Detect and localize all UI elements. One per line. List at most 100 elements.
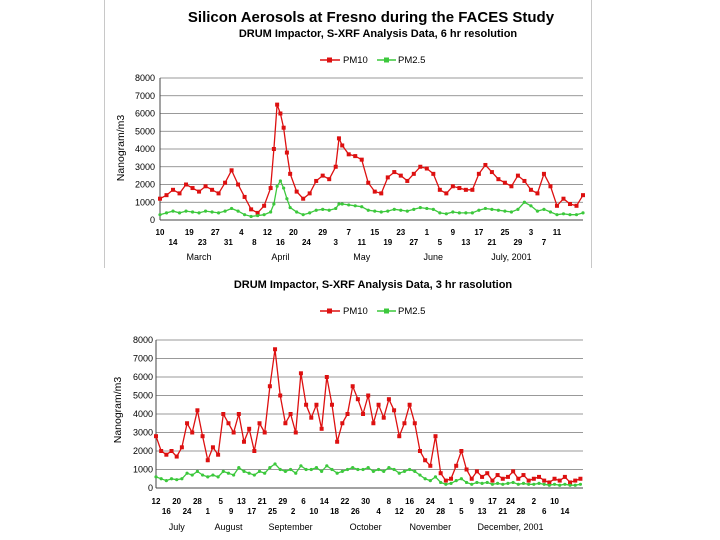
chart1-ytick-label: 7000: [135, 91, 155, 101]
chart2-point-pm10: [469, 476, 474, 481]
chart2-point-pm25: [206, 475, 210, 479]
chart2-point-pm25: [470, 482, 474, 486]
chart2-point-pm10: [485, 471, 490, 476]
chart2-point-pm10: [262, 430, 267, 435]
chart2-point-pm25: [563, 482, 567, 486]
chart1-point-pm25: [522, 200, 527, 204]
chart1-point-pm10: [294, 189, 299, 194]
chart1-xtick-label: 11: [358, 238, 367, 247]
chart1-point-pm25: [275, 184, 279, 188]
chart1-xtick-label: 12: [263, 228, 272, 237]
chart1-xtick-label: 19: [185, 228, 194, 237]
chart2-point-pm10: [247, 426, 252, 431]
chart2-point-pm25: [159, 477, 163, 481]
chart1-point-pm10: [476, 171, 481, 176]
chart1-point-pm10: [561, 196, 566, 201]
chart2-point-pm25: [449, 481, 453, 485]
chart2-xtick-label: 30: [361, 497, 370, 506]
chart2-xtick-label: 29: [278, 497, 287, 506]
chart2-point-pm10: [386, 397, 391, 402]
chart1-point-pm10: [177, 191, 182, 196]
chart2-point-pm10: [205, 458, 210, 463]
chart2-point-pm10: [345, 412, 350, 416]
chart1-point-pm25: [360, 205, 364, 209]
chart1-point-pm25: [386, 209, 390, 213]
chart2-point-pm10: [438, 471, 443, 476]
chart2-point-pm25: [356, 467, 360, 472]
chart2-point-pm10: [376, 402, 381, 407]
chart2-point-pm25: [547, 483, 551, 487]
chart1-point-pm25: [177, 211, 182, 215]
chart1-point-pm25: [418, 205, 422, 210]
chart2-point-pm10: [537, 474, 542, 479]
chart2-ytick-label: 1000: [133, 465, 153, 475]
chart2-point-pm25: [413, 469, 417, 473]
chart2-legend-pm10-marker: [327, 308, 332, 314]
chart2-point-pm25: [278, 467, 282, 472]
chart1-point-pm25: [236, 209, 240, 213]
chart2-point-pm10: [371, 421, 376, 426]
chart2-point-pm25: [200, 473, 205, 477]
chart1-xtick-label: 13: [461, 238, 470, 247]
chart2-point-pm10: [293, 430, 298, 435]
chart2-xtick-label: 16: [405, 497, 414, 506]
chart2-month-label: July: [169, 522, 186, 532]
chart2-point-pm25: [242, 469, 246, 473]
chart2-point-pm25: [190, 473, 194, 477]
chart1-month-label: March: [187, 252, 212, 262]
chart1-xtick-label: 3: [529, 228, 534, 237]
chart2-xtick-label: 14: [320, 497, 329, 506]
chart1-point-pm25: [334, 206, 338, 211]
chart1-xtick-label: 1: [425, 228, 430, 237]
chart2-point-pm25: [501, 482, 505, 486]
chart2-xtick-label: 24: [426, 497, 435, 506]
chart2-xtick-label: 20: [172, 497, 181, 506]
chart1-point-pm10: [522, 178, 527, 183]
chart1-point-pm25: [314, 208, 318, 212]
chart2-ytick-label: 4000: [133, 409, 153, 419]
chart2-ytick-label: 7000: [133, 354, 153, 364]
chart2-point-pm25: [294, 471, 298, 475]
chart1-ytick-label: 1000: [135, 197, 155, 207]
chart2-point-pm25: [154, 475, 158, 479]
chart1-xtick-label: 7: [346, 228, 351, 237]
chart1-point-pm25: [392, 207, 396, 211]
chart1-point-pm25: [535, 209, 540, 213]
chart1-point-pm10: [418, 164, 423, 169]
chart1-point-pm10: [372, 189, 377, 194]
chart1-point-pm25: [249, 214, 253, 219]
chart1-point-pm25: [229, 206, 234, 211]
top-chart-frame: [104, 0, 592, 268]
chart1-point-pm25: [581, 211, 585, 215]
chart1-point-pm10: [278, 111, 283, 116]
chart1-point-pm25: [516, 207, 520, 211]
chart1-point-pm10: [470, 187, 475, 192]
chart1-point-pm25: [574, 213, 579, 217]
chart1-point-pm25: [295, 210, 299, 214]
chart2-xtick-label: 21: [498, 507, 507, 516]
chart2-point-pm10: [355, 397, 360, 402]
chart2-point-pm25: [475, 480, 479, 485]
chart1-xtick-label: 25: [500, 228, 509, 237]
chart1-xtick-label: 29: [513, 238, 522, 247]
chart1-point-pm25: [190, 210, 195, 214]
chart1-point-pm10: [255, 210, 260, 215]
chart2-point-pm10: [361, 412, 366, 416]
chart1-point-pm10: [496, 177, 501, 182]
chart2-xtick-label: 21: [258, 497, 267, 506]
chart1-point-pm10: [457, 186, 462, 191]
chart1-point-pm10: [301, 196, 306, 201]
chart1-point-pm25: [568, 213, 572, 217]
chart2-point-pm10: [257, 421, 262, 426]
chart2-xtick-label: 13: [478, 507, 487, 516]
chart1-point-pm25: [490, 207, 494, 211]
chart1-ytick-label: 0: [150, 215, 155, 225]
chart1-point-pm10: [502, 180, 507, 185]
chart1-month-label: July, 2001: [491, 252, 531, 262]
chart2-xtick-label: 20: [416, 507, 425, 516]
chart2-month-label: November: [410, 522, 452, 532]
chart1-point-pm25: [327, 208, 331, 212]
chart2-point-pm25: [402, 469, 407, 473]
chart2-point-pm25: [459, 477, 463, 481]
chart2-point-pm25: [521, 481, 526, 485]
